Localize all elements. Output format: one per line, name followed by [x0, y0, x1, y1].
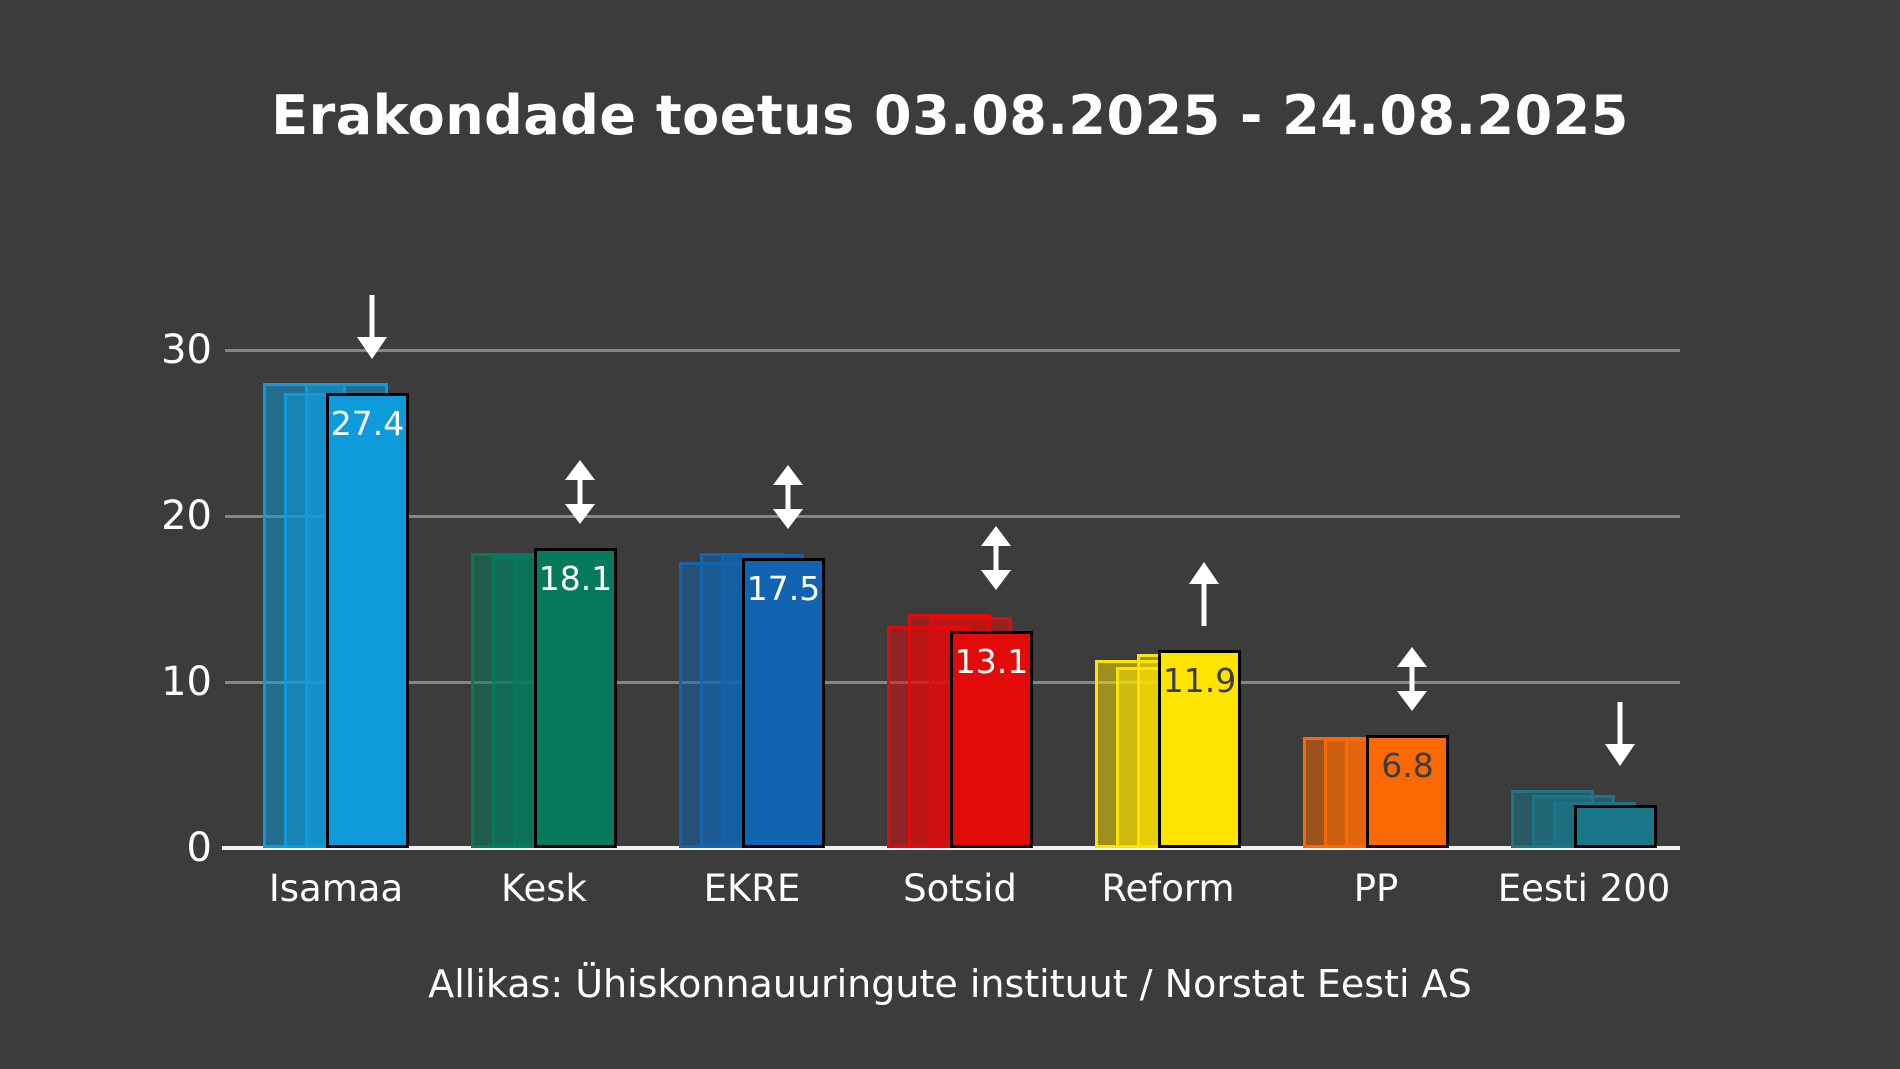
y-tick-30: 30 — [161, 327, 212, 373]
x-label-isamaa: Isamaa — [268, 867, 404, 910]
bar-pp-current — [1366, 735, 1449, 848]
gridline-30 — [225, 349, 1680, 352]
x-label-eesti-200: Eesti 200 — [1497, 867, 1671, 910]
bar-isamaa-current — [326, 393, 409, 848]
trend-arrow-eesti-200 — [1600, 701, 1640, 766]
up-down-arrow-icon — [1396, 647, 1427, 712]
x-label-pp: PP — [1353, 867, 1399, 910]
trend-arrow-sotsid — [976, 525, 1016, 590]
bar-value-kesk: 18.1 — [538, 558, 613, 598]
trend-arrow-pp — [1392, 647, 1432, 712]
trend-arrow-ekre — [768, 464, 808, 529]
y-tick-20: 20 — [161, 493, 212, 539]
y-tick-10: 10 — [161, 659, 212, 705]
down-arrow-icon — [1604, 701, 1635, 766]
bar-eesti-200-current — [1574, 804, 1657, 848]
up-down-arrow-icon — [564, 459, 595, 524]
up-down-arrow-icon — [980, 525, 1011, 590]
up-down-arrow-icon — [772, 464, 803, 529]
bar-kesk-current — [534, 547, 617, 848]
source-caption: Allikas: Ühiskonnauuringute instituut / … — [428, 962, 1472, 1006]
x-label-sotsid: Sotsid — [903, 867, 1017, 910]
bar-ekre-current — [742, 557, 825, 848]
trend-arrow-reform — [1184, 562, 1224, 627]
bar-value-reform: 11.9 — [1162, 661, 1237, 701]
trend-arrow-kesk — [560, 459, 600, 524]
y-tick-0: 0 — [186, 825, 212, 871]
x-label-kesk: Kesk — [501, 867, 587, 910]
bar-value-isamaa: 27.4 — [330, 404, 405, 444]
x-label-reform: Reform — [1101, 867, 1235, 910]
bar-sotsid-current — [950, 630, 1033, 848]
x-axis-line — [222, 846, 1680, 850]
x-label-ekre: EKRE — [703, 867, 801, 910]
bar-value-pp: 6.8 — [1381, 746, 1434, 786]
chart-title: Erakondade toetus 03.08.2025 - 24.08.202… — [271, 84, 1629, 147]
bar-value-ekre: 17.5 — [746, 568, 821, 608]
trend-arrow-isamaa — [352, 295, 392, 360]
up-arrow-icon — [1188, 562, 1219, 627]
down-arrow-icon — [356, 295, 387, 360]
bar-value-sotsid: 13.1 — [954, 641, 1029, 681]
gridline-20 — [225, 515, 1680, 518]
bar-reform-current — [1158, 650, 1241, 848]
